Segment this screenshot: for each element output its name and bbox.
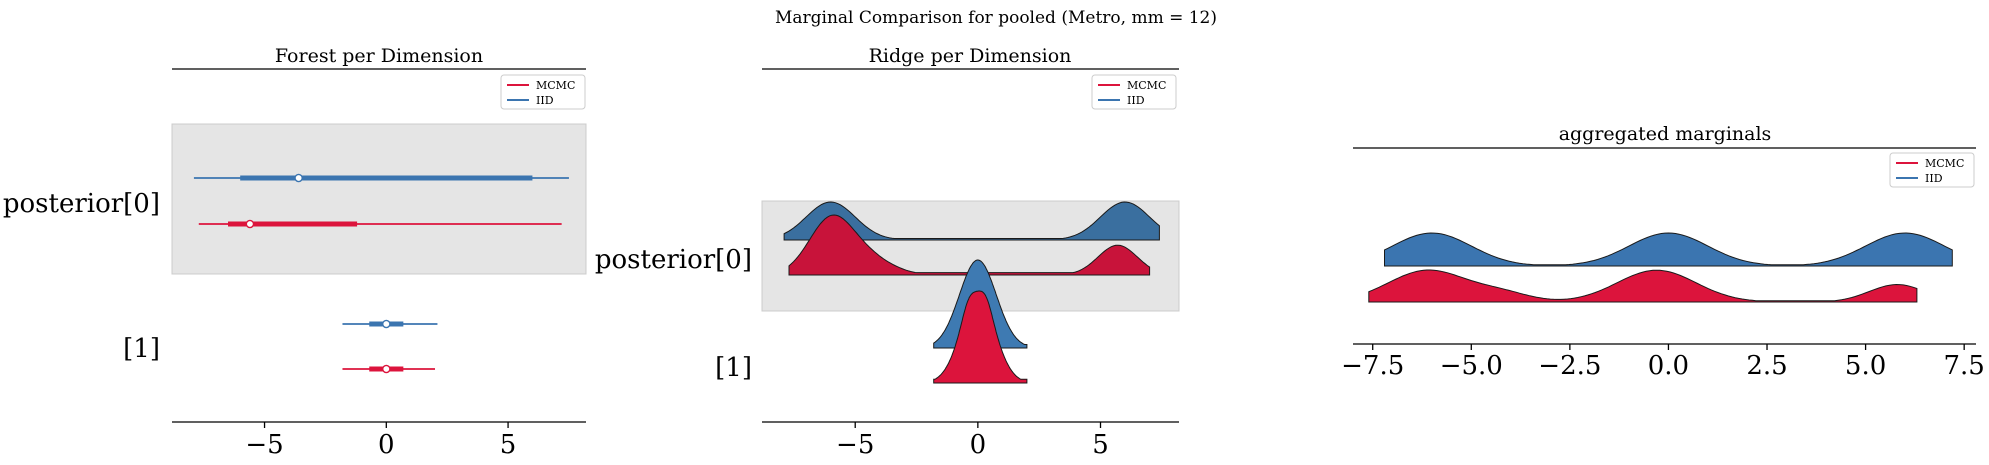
aggregated-panel: aggregated marginals MCMC IID −7.5 −5.0 −2.5 0… bbox=[1341, 123, 1985, 381]
legend-label-iid: IID bbox=[1127, 94, 1145, 107]
forest-panel: Forest per Dimension MCMC IID posterior[0] [… bbox=[3, 45, 587, 460]
area-iid bbox=[1384, 232, 1953, 267]
x-tick-label: 5.0 bbox=[1845, 351, 1886, 381]
x-tick-label: −7.5 bbox=[1341, 351, 1404, 381]
x-tick-label: −5 bbox=[836, 430, 874, 460]
ridge-mcmc-dim1 bbox=[933, 290, 1028, 384]
area-mcmc bbox=[1368, 269, 1918, 303]
x-tick-label: −5.0 bbox=[1440, 351, 1503, 381]
legend-label-mcmc: MCMC bbox=[1925, 157, 1964, 170]
ridge-panel: Ridge per Dimension MCMC IID posterior[0] [1… bbox=[595, 45, 1180, 460]
median-point-iid bbox=[294, 173, 303, 183]
y-tick-label: posterior[0] bbox=[3, 189, 160, 219]
x-tick-label: 5 bbox=[500, 430, 517, 460]
x-tick-label: 2.5 bbox=[1746, 351, 1787, 381]
median-point-mcmc bbox=[382, 364, 391, 374]
figure-suptitle: Marginal Comparison for pooled (Metro, m… bbox=[775, 8, 1217, 28]
y-tick-label: [1] bbox=[715, 353, 752, 383]
median-point-iid bbox=[382, 319, 391, 329]
x-tick-label: 7.5 bbox=[1943, 351, 1984, 381]
legend-label-iid: IID bbox=[1925, 172, 1943, 185]
panel-title: Forest per Dimension bbox=[275, 45, 483, 67]
legend-label-mcmc: MCMC bbox=[536, 79, 575, 92]
legend-label-mcmc: MCMC bbox=[1127, 79, 1166, 92]
legend-label-iid: IID bbox=[536, 94, 554, 107]
x-tick-label: −2.5 bbox=[1538, 351, 1601, 381]
x-tick-label: 0 bbox=[378, 430, 395, 460]
y-tick-label: posterior[0] bbox=[595, 245, 752, 275]
highlight-band bbox=[171, 123, 587, 275]
x-tick-label: 5 bbox=[1092, 430, 1109, 460]
panel-title: Ridge per Dimension bbox=[869, 45, 1072, 67]
y-tick-label: [1] bbox=[123, 334, 160, 364]
x-tick-label: −5 bbox=[245, 430, 283, 460]
median-point-mcmc bbox=[245, 219, 255, 229]
x-tick-label: 0 bbox=[970, 430, 987, 460]
x-tick-label: 0.0 bbox=[1648, 351, 1689, 381]
panel-title: aggregated marginals bbox=[1559, 123, 1772, 145]
